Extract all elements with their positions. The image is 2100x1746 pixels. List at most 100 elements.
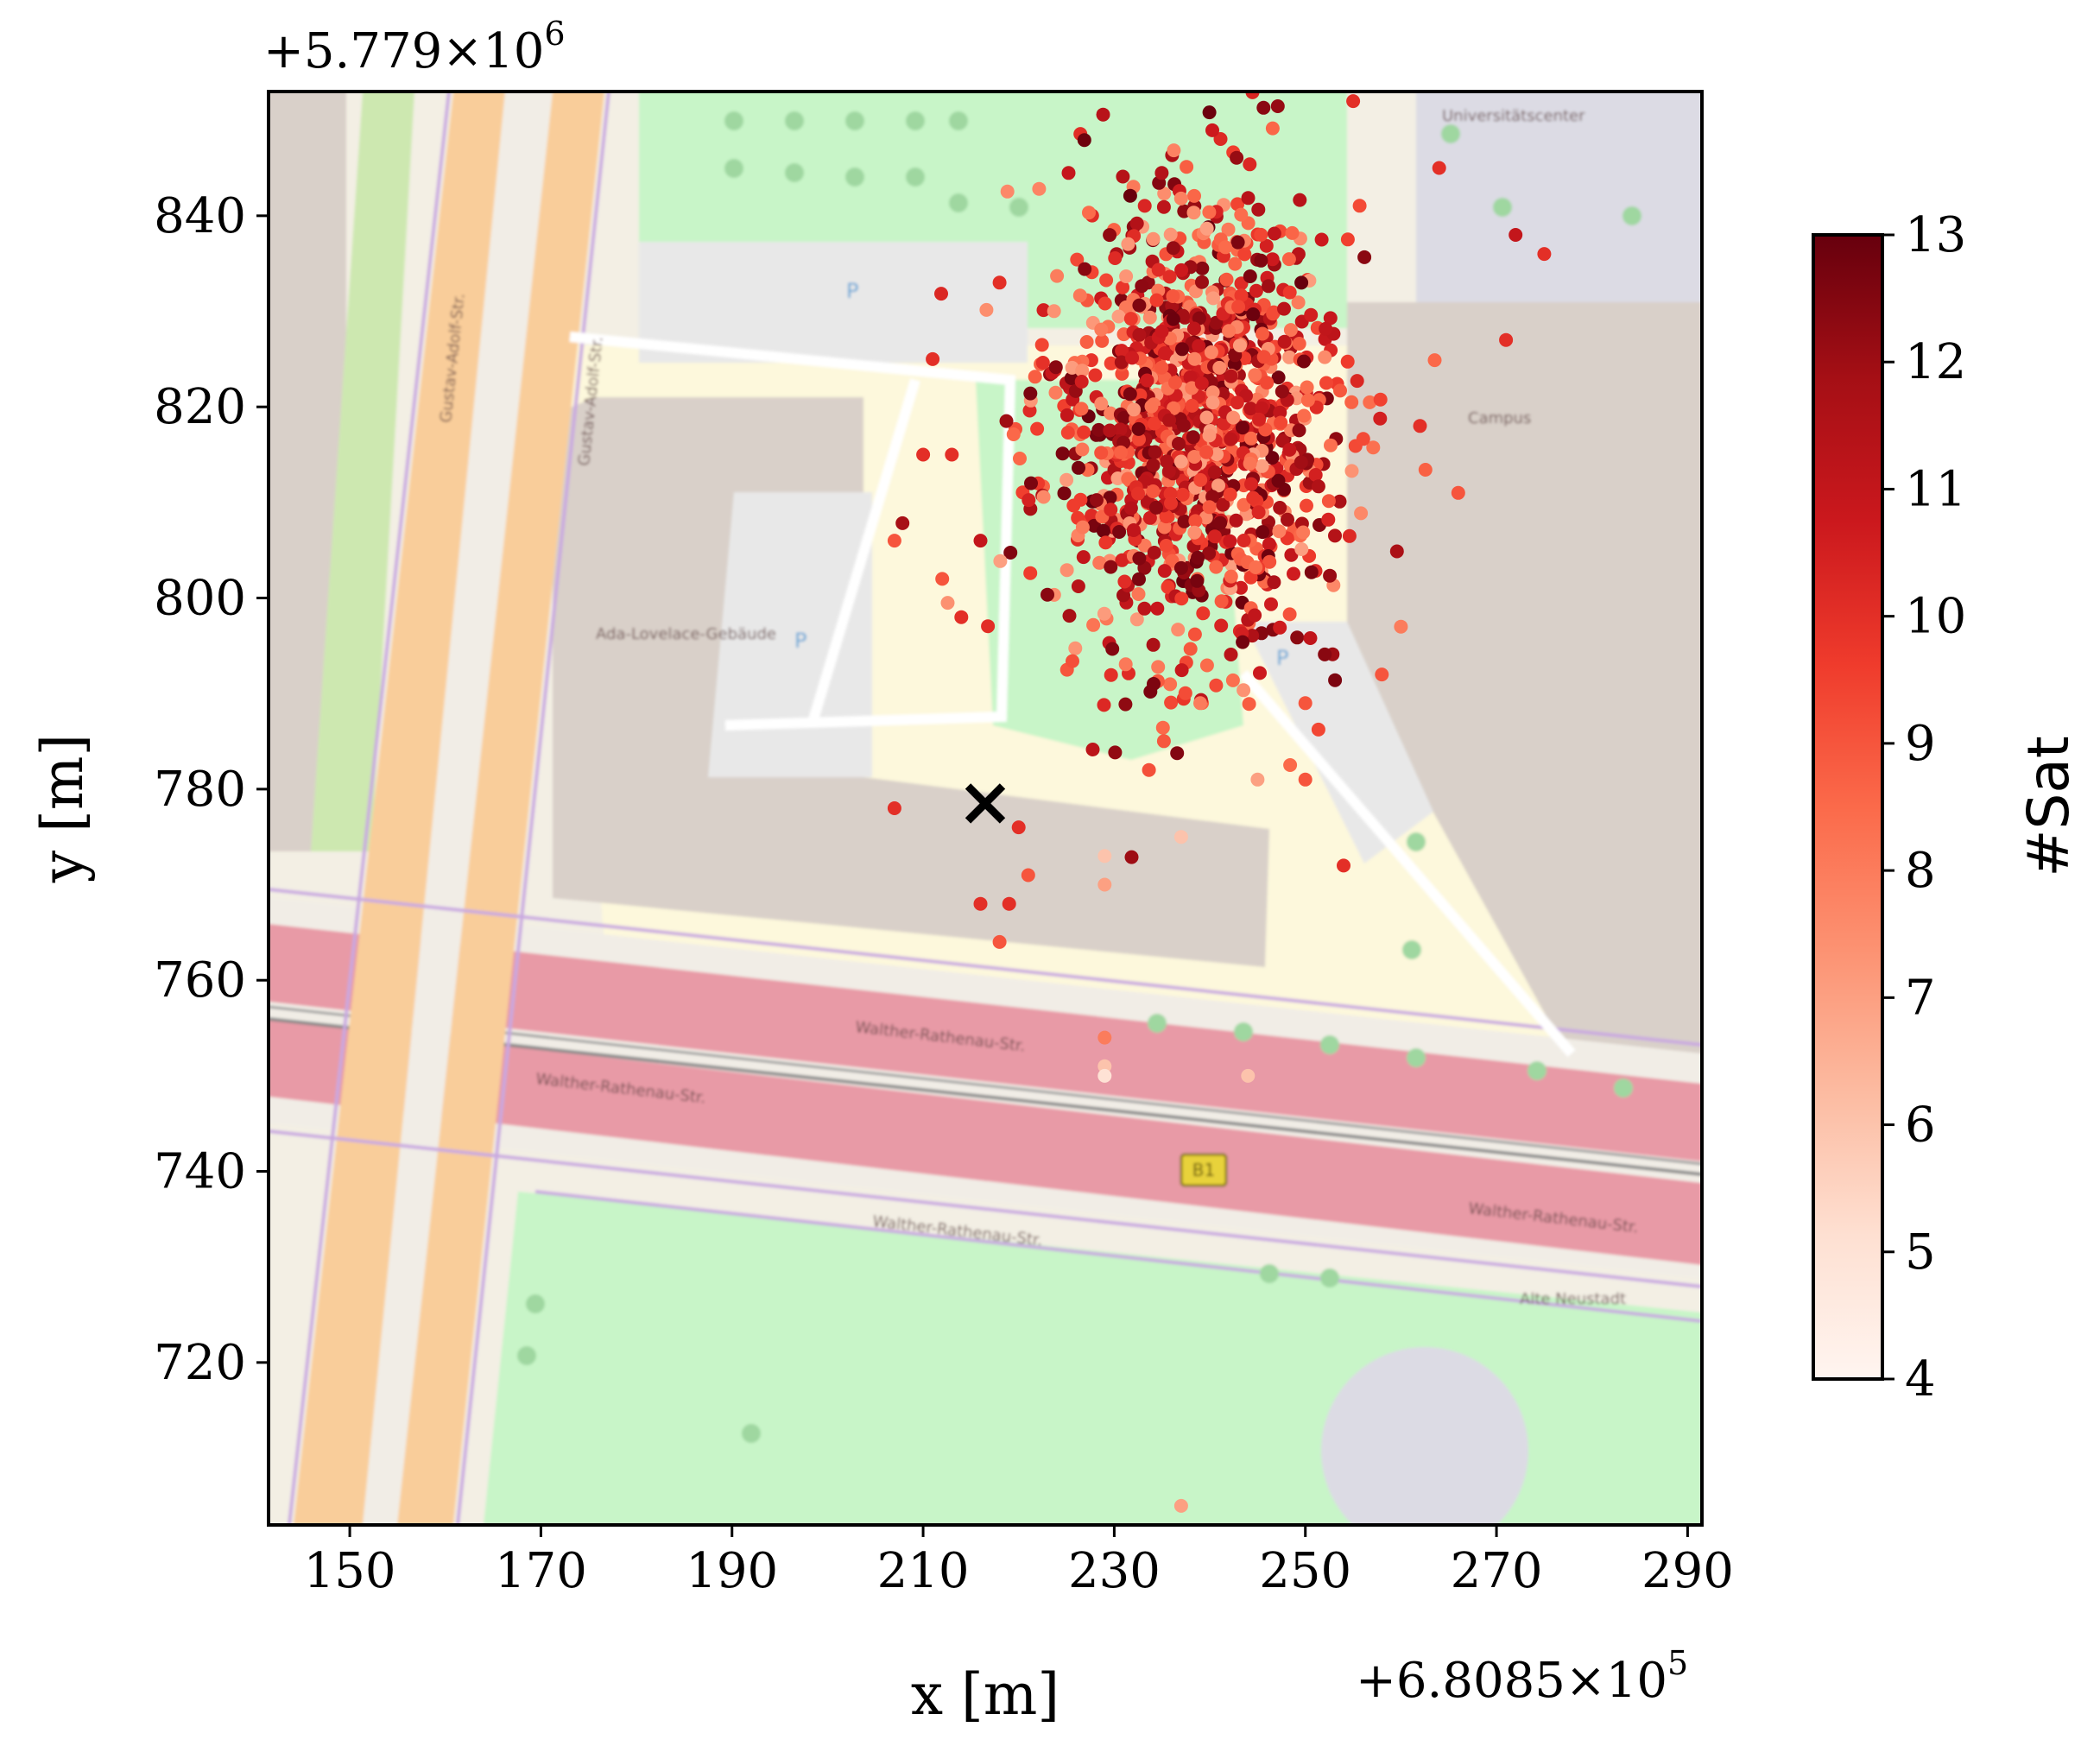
colorbar-tick-label: 5 bbox=[1905, 1224, 1936, 1281]
scatter-point bbox=[1036, 303, 1051, 318]
scatter-point bbox=[1281, 252, 1296, 267]
scatter-point bbox=[1137, 199, 1152, 213]
scatter-point bbox=[1236, 635, 1250, 649]
scatter-point bbox=[1174, 591, 1189, 606]
scatter-point bbox=[999, 414, 1014, 428]
scatter-point bbox=[1066, 654, 1079, 668]
scatter-point bbox=[1126, 523, 1141, 537]
scatter-point bbox=[1195, 275, 1209, 289]
scatter-point bbox=[1243, 431, 1258, 446]
y-axis-label: y [m] bbox=[29, 734, 96, 883]
scatter-point bbox=[1202, 105, 1217, 120]
scatter-point bbox=[1096, 523, 1110, 538]
scatter-point bbox=[1187, 525, 1202, 540]
scatter-point bbox=[1251, 505, 1266, 520]
scatter-point bbox=[1199, 445, 1214, 459]
scatter-point bbox=[1032, 181, 1047, 196]
scatter-point bbox=[1103, 228, 1117, 243]
scatter-point bbox=[1432, 161, 1446, 175]
scatter-point bbox=[1262, 537, 1276, 552]
scatter-point bbox=[1196, 606, 1211, 621]
scatter-point bbox=[1171, 623, 1186, 637]
scatter-point bbox=[1137, 601, 1152, 616]
scatter-point bbox=[1166, 312, 1180, 326]
scatter-point bbox=[1265, 451, 1280, 465]
scatter-point bbox=[1427, 353, 1442, 368]
scatter-point bbox=[1250, 772, 1265, 787]
scatter-point bbox=[1231, 300, 1246, 314]
scatter-point bbox=[1373, 392, 1388, 407]
scatter-point bbox=[1246, 307, 1261, 321]
parking-label-3: P bbox=[1276, 646, 1288, 670]
scatter-point bbox=[1230, 150, 1244, 165]
scatter-point bbox=[1357, 250, 1372, 264]
scatter-point bbox=[1183, 370, 1198, 384]
scatter-point bbox=[1168, 376, 1182, 390]
scatter-point bbox=[1077, 425, 1091, 440]
scatter-point bbox=[1186, 321, 1201, 336]
scatter-point bbox=[1097, 877, 1112, 892]
scatter-point bbox=[1234, 288, 1249, 303]
scatter-point bbox=[1259, 238, 1274, 253]
scatter-point bbox=[1123, 188, 1137, 203]
scatter-point bbox=[1176, 418, 1191, 433]
scatter-point bbox=[887, 801, 901, 815]
scatter-point bbox=[1118, 657, 1133, 672]
scatter-point bbox=[1183, 642, 1198, 656]
scatter-point bbox=[1294, 275, 1309, 290]
scatter-point bbox=[1321, 512, 1336, 527]
scatter-point bbox=[1242, 697, 1256, 712]
scatter-point bbox=[1125, 351, 1140, 365]
scatter-point bbox=[1216, 497, 1230, 512]
scatter-point bbox=[1092, 555, 1107, 570]
scatter-point bbox=[1230, 197, 1245, 212]
scatter-point bbox=[1251, 202, 1266, 217]
y-offset-label: +5.779×106 bbox=[263, 15, 566, 79]
scatter-point bbox=[1273, 620, 1287, 635]
scatter-point bbox=[1509, 228, 1523, 242]
scatter-point bbox=[1264, 597, 1278, 611]
x-axis-ticks: 150 170 190 210 230 250 270 290 bbox=[304, 1525, 1734, 1599]
scatter-point bbox=[1537, 247, 1552, 262]
scatter-point bbox=[1071, 579, 1085, 593]
cafe-label: Campus bbox=[1468, 409, 1531, 427]
scatter-point bbox=[1262, 279, 1275, 294]
scatter-point bbox=[1178, 686, 1192, 700]
scatter-point bbox=[1223, 534, 1237, 548]
scatter-point bbox=[1151, 660, 1166, 674]
scatter-point bbox=[1135, 279, 1149, 294]
scatter-point bbox=[1272, 524, 1287, 539]
scatter-point bbox=[1023, 386, 1038, 401]
scatter-point bbox=[1213, 132, 1228, 146]
colorbar-tick-label: 9 bbox=[1905, 716, 1936, 772]
scatter-point bbox=[1254, 227, 1268, 242]
y-tick-label: 760 bbox=[154, 952, 246, 1009]
scatter-point bbox=[934, 287, 948, 301]
scatter-point bbox=[1219, 272, 1234, 287]
scatter-point bbox=[1156, 199, 1171, 214]
scatter-point bbox=[1096, 107, 1110, 122]
scatter-point bbox=[1323, 568, 1338, 583]
scatter-point bbox=[1157, 520, 1172, 535]
scatter-point bbox=[1418, 463, 1433, 477]
scatter-point bbox=[1118, 697, 1133, 712]
scatter-point bbox=[1186, 430, 1200, 445]
scatter-point bbox=[1036, 490, 1051, 504]
scatter-point bbox=[1202, 428, 1217, 443]
scatter-point bbox=[1193, 472, 1208, 487]
scatter-point bbox=[916, 447, 931, 462]
scatter-point bbox=[1097, 606, 1111, 621]
scatter-point bbox=[1154, 360, 1169, 375]
scatter-point bbox=[1132, 432, 1146, 446]
scatter-point bbox=[1022, 403, 1037, 418]
scatter-point bbox=[1170, 746, 1185, 761]
scatter-point bbox=[1094, 446, 1109, 460]
scatter-point bbox=[1115, 344, 1129, 358]
scatter-point bbox=[1146, 231, 1161, 246]
scatter-point bbox=[1328, 673, 1343, 687]
scatter-point bbox=[1035, 356, 1050, 370]
scatter-point bbox=[1154, 166, 1169, 180]
scatter-point bbox=[1167, 143, 1181, 158]
colorbar bbox=[1812, 233, 1884, 1381]
scatter-point bbox=[1146, 637, 1161, 652]
